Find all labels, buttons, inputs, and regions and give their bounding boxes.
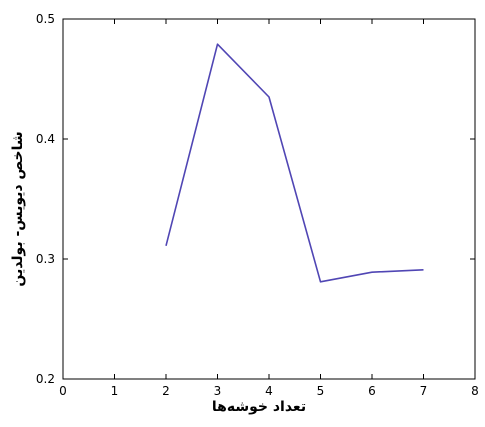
- x-tick-label: 5: [317, 384, 325, 398]
- x-axis-label: تعداد خوشه‌ها: [212, 399, 306, 415]
- x-tick-label: 3: [214, 384, 222, 398]
- y-tick-label: 0.5: [36, 12, 55, 26]
- x-tick-label: 1: [111, 384, 119, 398]
- x-tick-label: 7: [420, 384, 428, 398]
- y-axis-label: شاخص دیویس- بولدین: [10, 131, 26, 286]
- y-tick-label: 0.4: [36, 132, 55, 146]
- plot-frame: [63, 19, 475, 379]
- y-tick-label: 0.2: [36, 372, 55, 386]
- y-tick-label: 0.3: [36, 252, 55, 266]
- x-tick-label: 6: [368, 384, 376, 398]
- x-tick-label: 0: [59, 384, 67, 398]
- x-tick-label: 4: [265, 384, 273, 398]
- x-tick-label: 8: [471, 384, 479, 398]
- x-tick-label: 2: [162, 384, 170, 398]
